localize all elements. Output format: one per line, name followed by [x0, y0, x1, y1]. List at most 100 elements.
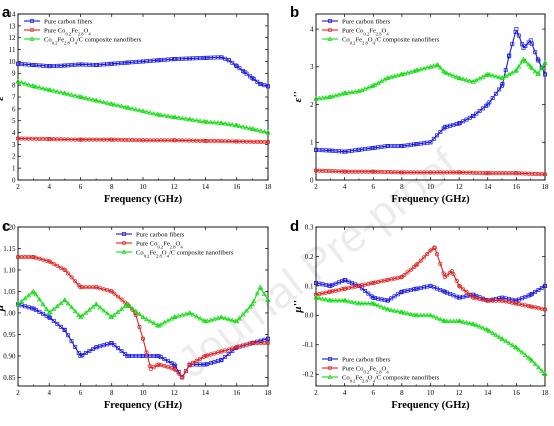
data-marker [58, 89, 64, 95]
data-marker [223, 56, 228, 61]
series-2 [15, 255, 271, 380]
data-marker [62, 327, 67, 332]
data-point [242, 70, 247, 75]
data-marker [162, 364, 167, 369]
legend-label: Pure carbon fibers [136, 231, 185, 238]
data-marker [112, 291, 117, 296]
data-point [399, 170, 404, 175]
series-1 [314, 27, 547, 154]
data-marker [129, 305, 135, 311]
y-tick-label: 1.15 [3, 245, 16, 253]
data-marker [226, 121, 232, 126]
data-point [543, 72, 547, 77]
data-point [125, 353, 130, 358]
x-tick-label: 4 [48, 183, 52, 191]
data-marker [69, 304, 75, 310]
panel-letter: a [2, 4, 11, 21]
x-tick-label: 10 [140, 183, 148, 191]
y-tick-label: 14 [9, 10, 17, 18]
data-marker [194, 362, 199, 367]
x-tick-label: 2 [314, 389, 318, 397]
data-point [16, 61, 20, 66]
data-marker [105, 342, 110, 347]
data-marker [237, 344, 242, 349]
data-marker [208, 55, 213, 60]
data-point [156, 112, 162, 117]
data-marker [333, 297, 339, 303]
legend-label: Pure carbon fibers [342, 356, 391, 363]
data-marker [201, 317, 207, 323]
data-point [542, 172, 548, 177]
data-marker [76, 312, 82, 318]
data-point [187, 310, 193, 315]
data-marker [375, 302, 381, 308]
y-tick-label: 1 [12, 165, 16, 173]
data-marker [115, 294, 121, 299]
data-marker [254, 290, 260, 296]
data-point [109, 61, 114, 66]
legend: Pure carbon fibers Pure Co0.2Fe2.8O4Co0.2… [322, 356, 440, 383]
data-point [485, 71, 491, 77]
x-tick-label: 6 [79, 389, 83, 397]
data-marker [438, 129, 443, 134]
data-marker [165, 113, 171, 118]
data-point [249, 126, 255, 131]
y-tick-label: 1.05 [3, 288, 16, 296]
data-marker [251, 298, 257, 304]
data-marker [180, 56, 185, 61]
data-marker [526, 355, 532, 360]
legend: Pure carbon fibers Pure Co0.2Fe2.8O4Co0.2… [116, 231, 234, 258]
y-axis-label: ε' [0, 93, 6, 101]
y-tick-label: 10 [9, 58, 17, 66]
x-tick-label: 16 [513, 183, 521, 191]
series-3 [313, 56, 548, 101]
data-marker [151, 58, 156, 63]
x-tick-label: 14 [484, 389, 492, 397]
data-point [47, 315, 52, 320]
y-axis-label: μ' [0, 302, 6, 312]
data-point [47, 259, 52, 264]
data-marker [320, 296, 326, 301]
data-marker [236, 123, 242, 128]
y-tick-label: 0 [310, 176, 314, 184]
data-marker [223, 348, 228, 353]
data-point [47, 64, 52, 69]
data-marker [503, 73, 509, 78]
data-marker [158, 355, 163, 360]
x-tick-label: 10 [427, 183, 435, 191]
series-1 [16, 302, 270, 380]
data-point [528, 356, 534, 362]
data-point [62, 328, 67, 333]
data-marker [69, 275, 74, 280]
data-marker [424, 312, 430, 318]
data-marker [490, 72, 496, 78]
legend-marker [121, 240, 127, 246]
legend-marker [328, 19, 332, 23]
data-marker [212, 360, 217, 365]
data-point [31, 306, 36, 311]
data-marker [435, 133, 439, 138]
x-tick-label: 12 [171, 183, 179, 191]
data-marker [115, 102, 121, 108]
data-marker [513, 344, 519, 349]
data-point [109, 101, 115, 106]
data-point [414, 142, 419, 147]
data-marker [258, 338, 263, 343]
data-marker [408, 69, 414, 74]
data-marker [247, 125, 253, 131]
x-tick-label: 8 [110, 389, 114, 397]
data-marker [405, 310, 411, 316]
data-marker [194, 56, 199, 61]
data-marker [37, 309, 42, 314]
data-point [342, 169, 347, 174]
data-marker [33, 307, 38, 312]
data-point [219, 55, 224, 60]
data-point [141, 353, 145, 358]
series-1 [16, 55, 270, 89]
data-marker [144, 59, 149, 64]
y-tick-label: 6 [12, 105, 16, 113]
data-point [266, 336, 270, 341]
legend-marker [327, 365, 333, 371]
data-point [140, 138, 146, 143]
